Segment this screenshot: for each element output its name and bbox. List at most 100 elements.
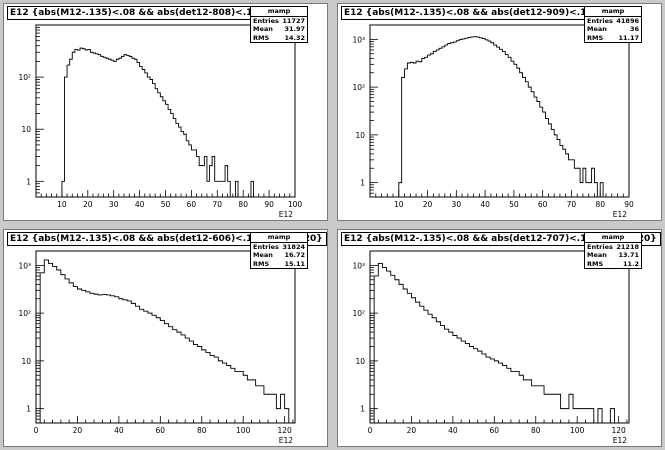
plot-frame bbox=[35, 24, 296, 198]
stats-row-mean: Mean 16.72 bbox=[251, 251, 307, 260]
stats-row-rms: RMS 11.2 bbox=[585, 260, 641, 269]
x-tick-label: 90 bbox=[264, 200, 274, 209]
stats-row-mean: Mean 36 bbox=[585, 25, 641, 34]
histogram-pad-4: 0 20 40 60 80 100 120 1 10 10² 10³ E12 E12 {abs(M12… bbox=[337, 229, 662, 447]
x-tick-label: 30 bbox=[452, 200, 462, 209]
stats-value: 13.71 bbox=[618, 251, 639, 259]
stats-label: Entries bbox=[253, 16, 279, 25]
histogram-pad-1: 10 20 30 40 50 60 70 80 90 100 1 10 10² E12 E12 {abs(… bbox=[3, 3, 328, 221]
x-tick-label: 120 bbox=[611, 426, 626, 435]
x-axis-label: E12 bbox=[279, 210, 294, 219]
stats-row-mean: Mean 13.71 bbox=[585, 251, 641, 260]
x-tick-label: 20 bbox=[73, 426, 83, 435]
x-tick-label: 100 bbox=[288, 200, 303, 209]
stats-label: RMS bbox=[587, 33, 604, 42]
x-tick-label: 40 bbox=[448, 426, 458, 435]
y-tick-label: 10³ bbox=[18, 261, 31, 270]
histogram-series bbox=[39, 259, 293, 424]
stats-value: 11.2 bbox=[622, 259, 639, 268]
stats-label: RMS bbox=[253, 33, 270, 42]
stats-row-entries: Entries 21218 bbox=[585, 243, 641, 252]
x-tick-label: 40 bbox=[114, 426, 124, 435]
stats-name: mamp bbox=[585, 233, 641, 243]
y-tick-label: 10 bbox=[21, 357, 31, 366]
x-tick-label: 0 bbox=[34, 426, 39, 435]
y-tick-label: 10² bbox=[352, 83, 365, 92]
x-tick-label: 60 bbox=[538, 200, 548, 209]
stats-value: 41896 bbox=[616, 16, 639, 25]
histogram-series bbox=[61, 47, 270, 198]
stats-box: mamp Entries 31824 Mean 16.72 RMS 15.11 bbox=[250, 232, 308, 269]
stats-box: mamp Entries 41896 Mean 36 RMS 11.17 bbox=[584, 6, 642, 43]
stats-value: 11727 bbox=[282, 16, 305, 25]
histogram-series bbox=[398, 36, 615, 198]
x-tick-label: 100 bbox=[570, 426, 585, 435]
stats-row-entries: Entries 11727 bbox=[251, 17, 307, 26]
x-tick-label: 120 bbox=[277, 426, 292, 435]
x-tick-label: 10 bbox=[394, 200, 404, 209]
y-tick-label: 1 bbox=[360, 405, 365, 414]
stats-value: 14.32 bbox=[284, 33, 305, 42]
plot-frame bbox=[369, 250, 630, 424]
x-tick-label: 40 bbox=[135, 200, 145, 209]
x-tick-label: 50 bbox=[161, 200, 171, 209]
histogram-pad-3: 0 20 40 60 80 100 120 1 10 10² 10³ E12 E12 {abs(M12… bbox=[3, 229, 328, 447]
x-tick-label: 80 bbox=[531, 426, 541, 435]
plot-frame bbox=[369, 24, 630, 198]
y-tick-label: 1 bbox=[26, 177, 31, 186]
stats-label: RMS bbox=[253, 259, 270, 268]
x-tick-label: 40 bbox=[480, 200, 490, 209]
y-tick-label: 10³ bbox=[352, 261, 365, 270]
x-axis-label: E12 bbox=[613, 210, 628, 219]
stats-label: Mean bbox=[587, 25, 607, 33]
stats-label: Entries bbox=[253, 242, 279, 251]
x-tick-label: 20 bbox=[407, 426, 417, 435]
y-tick-label: 10² bbox=[18, 73, 31, 82]
histogram-series bbox=[373, 262, 627, 424]
x-tick-label: 0 bbox=[368, 426, 373, 435]
stats-row-entries: Entries 31824 bbox=[251, 243, 307, 252]
x-axis-label: E12 bbox=[613, 436, 628, 445]
stats-value: 16.72 bbox=[284, 251, 305, 259]
y-tick-label: 1 bbox=[360, 179, 365, 188]
y-tick-label: 10 bbox=[355, 131, 365, 140]
x-tick-label: 60 bbox=[490, 426, 500, 435]
x-tick-label: 90 bbox=[624, 200, 634, 209]
stats-value: 36 bbox=[629, 25, 639, 33]
y-tick-label: 10 bbox=[355, 357, 365, 366]
stats-label: Entries bbox=[587, 242, 613, 251]
x-tick-label: 60 bbox=[187, 200, 197, 209]
stats-value: 31.97 bbox=[284, 25, 305, 33]
x-tick-label: 20 bbox=[83, 200, 93, 209]
stats-label: RMS bbox=[587, 259, 604, 268]
stats-row-entries: Entries 41896 bbox=[585, 17, 641, 26]
x-tick-label: 70 bbox=[213, 200, 223, 209]
stats-box: mamp Entries 11727 Mean 31.97 RMS 14.32 bbox=[250, 6, 308, 43]
stats-label: Entries bbox=[587, 16, 613, 25]
x-tick-label: 70 bbox=[567, 200, 577, 209]
stats-row-rms: RMS 15.11 bbox=[251, 260, 307, 269]
y-tick-label: 10² bbox=[18, 309, 31, 318]
y-tick-label: 10² bbox=[352, 309, 365, 318]
x-tick-label: 80 bbox=[595, 200, 605, 209]
plot-frame bbox=[35, 250, 296, 424]
stats-row-rms: RMS 14.32 bbox=[251, 34, 307, 43]
x-tick-label: 50 bbox=[509, 200, 519, 209]
stats-name: mamp bbox=[251, 7, 307, 17]
stats-name: mamp bbox=[251, 233, 307, 243]
pad-title: E12 {abs(M12-.135)<.08 && abs(det12-707)… bbox=[341, 232, 661, 246]
stats-value: 11.17 bbox=[618, 33, 639, 42]
pad-title: E12 {abs(M12-.135)<.08 && abs(det12-808)… bbox=[7, 6, 266, 20]
x-tick-label: 100 bbox=[236, 426, 251, 435]
stats-label: Mean bbox=[587, 251, 607, 259]
stats-value: 21218 bbox=[616, 242, 639, 251]
stats-label: Mean bbox=[253, 25, 273, 33]
x-axis-label: E12 bbox=[279, 436, 294, 445]
pad-title: E12 {abs(M12-.135)<.08 && abs(det12-909)… bbox=[341, 6, 600, 20]
x-tick-label: 60 bbox=[156, 426, 166, 435]
y-tick-label: 10 bbox=[21, 125, 31, 134]
stats-row-rms: RMS 11.17 bbox=[585, 34, 641, 43]
y-tick-label: 1 bbox=[26, 405, 31, 414]
stats-name: mamp bbox=[585, 7, 641, 17]
stats-value: 31824 bbox=[282, 242, 305, 251]
